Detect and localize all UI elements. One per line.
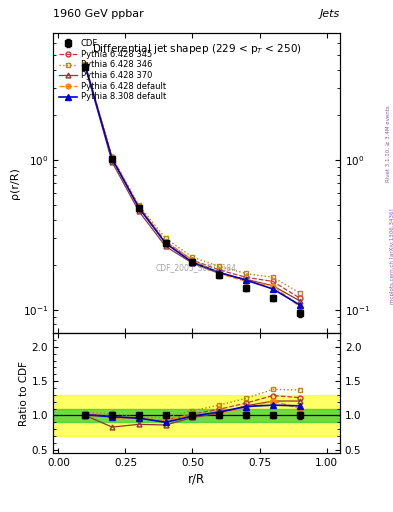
Pythia 6.428 370 bbox=[217, 270, 222, 276]
Pythia 6.428 345 bbox=[217, 267, 222, 273]
Pythia 8.308 default bbox=[110, 156, 114, 162]
Text: Differential jet shapep (229 < p$_T$ < 250): Differential jet shapep (229 < p$_T$ < 2… bbox=[92, 42, 301, 56]
Pythia 6.428 default bbox=[190, 257, 195, 263]
Pythia 6.428 370 bbox=[110, 159, 114, 165]
Pythia 6.428 345 bbox=[298, 295, 302, 301]
Pythia 8.308 default bbox=[270, 286, 275, 292]
Text: CDF_2005_S6217184: CDF_2005_S6217184 bbox=[156, 263, 237, 272]
Pythia 8.308 default bbox=[298, 302, 302, 308]
Pythia 6.428 345 bbox=[136, 203, 141, 209]
Pythia 6.428 346 bbox=[244, 270, 248, 276]
Pythia 6.428 default bbox=[298, 304, 302, 310]
Pythia 6.428 345 bbox=[163, 239, 168, 245]
Pythia 6.428 370 bbox=[298, 298, 302, 304]
Text: 1960 GeV ppbar: 1960 GeV ppbar bbox=[53, 9, 144, 19]
Pythia 6.428 345 bbox=[190, 257, 195, 263]
Bar bbox=[53, 395, 340, 436]
Pythia 6.428 346 bbox=[217, 263, 222, 269]
Pythia 6.428 370 bbox=[136, 208, 141, 215]
Legend: CDF, Pythia 6.428 345, Pythia 6.428 346, Pythia 6.428 370, Pythia 6.428 default,: CDF, Pythia 6.428 345, Pythia 6.428 346,… bbox=[55, 36, 169, 105]
Y-axis label: ρ(r/R): ρ(r/R) bbox=[10, 167, 20, 199]
Pythia 6.428 346 bbox=[190, 254, 195, 260]
Pythia 6.428 346 bbox=[298, 290, 302, 296]
Pythia 6.428 default bbox=[270, 283, 275, 289]
Pythia 8.308 default bbox=[190, 259, 195, 265]
Pythia 6.428 345 bbox=[83, 62, 88, 68]
Line: Pythia 6.428 346: Pythia 6.428 346 bbox=[83, 62, 302, 295]
Pythia 6.428 345 bbox=[270, 279, 275, 285]
X-axis label: r/R: r/R bbox=[188, 472, 205, 485]
Text: Rivet 3.1.10, ≥ 3.4M events: Rivet 3.1.10, ≥ 3.4M events bbox=[386, 105, 391, 182]
Line: Pythia 6.428 345: Pythia 6.428 345 bbox=[83, 62, 302, 301]
Pythia 6.428 346 bbox=[83, 61, 88, 68]
Pythia 6.428 default bbox=[244, 279, 248, 285]
Pythia 6.428 345 bbox=[110, 155, 114, 161]
Pythia 6.428 default bbox=[83, 62, 88, 69]
Pythia 8.308 default bbox=[217, 269, 222, 275]
Pythia 8.308 default bbox=[83, 62, 88, 69]
Pythia 6.428 370 bbox=[163, 243, 168, 249]
Text: Jets: Jets bbox=[320, 9, 340, 19]
Pythia 6.428 370 bbox=[83, 63, 88, 70]
Pythia 8.308 default bbox=[163, 240, 168, 246]
Pythia 6.428 370 bbox=[270, 283, 275, 289]
Pythia 6.428 346 bbox=[136, 202, 141, 208]
Pythia 6.428 default bbox=[110, 155, 114, 161]
Line: Pythia 6.428 370: Pythia 6.428 370 bbox=[83, 64, 302, 303]
Pythia 6.428 default bbox=[163, 239, 168, 245]
Y-axis label: Ratio to CDF: Ratio to CDF bbox=[19, 360, 29, 425]
Pythia 6.428 346 bbox=[110, 154, 114, 160]
Pythia 8.308 default bbox=[244, 277, 248, 283]
Pythia 6.428 default bbox=[217, 270, 222, 276]
Pythia 6.428 345 bbox=[244, 274, 248, 281]
Pythia 6.428 370 bbox=[244, 276, 248, 283]
Bar bbox=[53, 409, 340, 422]
Pythia 6.428 346 bbox=[270, 274, 275, 281]
Pythia 8.308 default bbox=[136, 205, 141, 211]
Text: mcplots.cern.ch [arXiv:1306.3436]: mcplots.cern.ch [arXiv:1306.3436] bbox=[390, 208, 393, 304]
Line: Pythia 6.428 default: Pythia 6.428 default bbox=[83, 63, 302, 309]
Pythia 6.428 default bbox=[136, 204, 141, 210]
Line: Pythia 8.308 default: Pythia 8.308 default bbox=[83, 63, 303, 308]
Pythia 6.428 346 bbox=[163, 236, 168, 242]
Pythia 6.428 370 bbox=[190, 260, 195, 266]
